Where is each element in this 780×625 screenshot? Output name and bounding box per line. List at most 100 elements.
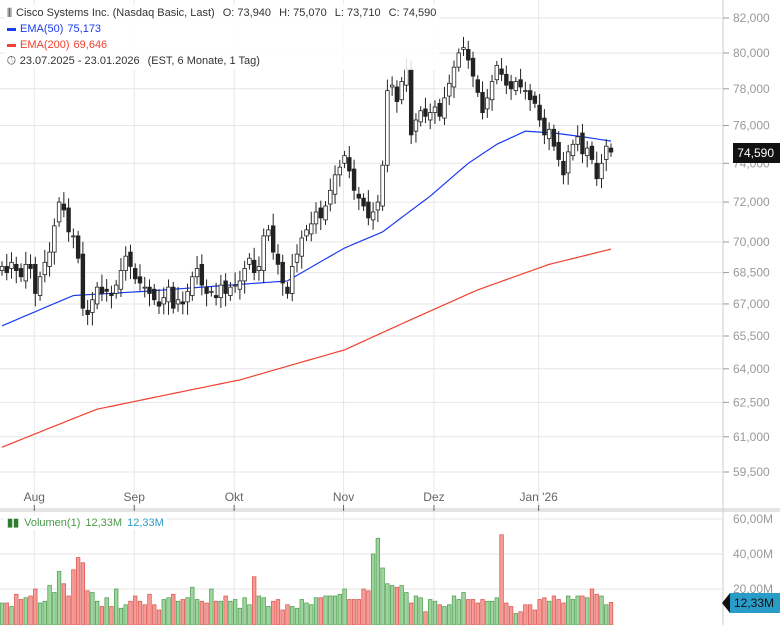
candle	[423, 108, 428, 117]
candle	[118, 270, 124, 290]
candle	[113, 284, 119, 294]
volume-bar	[494, 597, 499, 625]
volume-badge: 12,33M	[721, 593, 780, 613]
candle	[461, 47, 466, 50]
candle	[565, 151, 571, 174]
candle	[318, 207, 323, 219]
candle	[247, 257, 252, 265]
volume-bar	[247, 604, 252, 625]
volume-bar	[33, 588, 38, 625]
volume-bar	[142, 604, 147, 625]
y-tick-label: 82,000	[733, 11, 770, 25]
volume-bar	[508, 606, 514, 625]
y-tick-label: 68,500	[733, 266, 770, 280]
volume-bar	[66, 595, 71, 625]
ema200-label[interactable]: EMA(200)	[20, 39, 70, 51]
volume-bar	[389, 585, 395, 625]
candle	[442, 97, 447, 119]
volume-bar	[332, 595, 338, 625]
candle	[218, 284, 224, 299]
candle	[242, 268, 247, 282]
volume-bar	[432, 600, 438, 625]
candle	[185, 290, 190, 303]
x-tick-label: Dez	[423, 490, 444, 504]
volume-bar	[475, 602, 480, 625]
volume-tick-label: 20,00M	[733, 582, 773, 596]
ema200-line	[1, 248, 612, 448]
candle	[432, 106, 438, 113]
candle	[480, 92, 485, 113]
y-tick-label: 78,000	[733, 82, 770, 96]
candle	[542, 117, 547, 136]
candle	[47, 251, 52, 267]
candle	[23, 263, 28, 282]
candle	[133, 268, 138, 280]
candle	[199, 263, 205, 286]
candle	[470, 57, 476, 77]
candle	[104, 288, 109, 292]
volume-bar	[394, 586, 400, 625]
volume-bar	[99, 606, 105, 625]
candle	[437, 102, 442, 117]
y-tick-label: 62,500	[733, 395, 770, 409]
volume-bar	[423, 611, 428, 625]
volume-bar	[261, 597, 266, 625]
volume-bar	[556, 599, 561, 625]
candle	[447, 82, 452, 97]
candle	[589, 145, 595, 160]
candle	[166, 286, 171, 303]
volume-bar	[252, 576, 257, 625]
open-value: O: 73,940	[222, 7, 272, 19]
volume-bar	[271, 600, 276, 625]
candle	[232, 284, 238, 287]
volume-bar	[585, 597, 590, 625]
ema50-label[interactable]: EMA(50)	[20, 23, 64, 35]
volume-bar	[47, 585, 52, 625]
candle	[209, 290, 214, 293]
x-tick-label: Sep	[124, 490, 146, 504]
candle	[523, 90, 528, 93]
volume-bar	[328, 595, 333, 625]
candle	[394, 86, 400, 102]
volume-bar	[456, 599, 461, 625]
candle	[485, 97, 490, 110]
candle	[309, 223, 314, 235]
ema50-swatch	[7, 27, 16, 31]
volume-bar	[114, 588, 119, 625]
volume-bar	[532, 609, 538, 625]
volume-bar	[551, 595, 557, 625]
candle	[33, 263, 38, 294]
volume-bar	[404, 592, 409, 625]
volume-bar	[4, 602, 9, 625]
candle	[80, 253, 86, 309]
volume-bar	[256, 595, 262, 625]
candle	[147, 286, 152, 294]
candle	[418, 110, 423, 123]
candle	[204, 286, 209, 294]
volume-bar	[104, 597, 109, 625]
volume-bar	[418, 597, 423, 625]
volume-bar	[313, 597, 319, 625]
x-tick-label: Aug	[24, 490, 45, 504]
volume-bar	[185, 597, 190, 625]
volume-bar	[546, 600, 552, 625]
volume-bar	[294, 607, 300, 625]
volume-bar	[413, 595, 419, 625]
candle	[304, 229, 309, 237]
volume-legend: ▮▮ Volumen(1) 12,33M 12,33M	[4, 515, 167, 530]
candle	[261, 235, 266, 271]
volume-bar	[147, 593, 152, 625]
candle	[256, 266, 262, 271]
volume-bar	[118, 607, 124, 625]
volume-bar	[161, 599, 166, 625]
volume-bar	[137, 600, 143, 625]
candle	[14, 263, 19, 271]
candle	[608, 147, 614, 153]
volume-label[interactable]: Volumen(1)	[24, 516, 81, 529]
volume-bar	[570, 599, 576, 625]
candle	[527, 90, 533, 101]
candle	[413, 119, 419, 132]
candle	[223, 280, 228, 294]
volume-tick-label: 40,00M	[733, 547, 773, 561]
